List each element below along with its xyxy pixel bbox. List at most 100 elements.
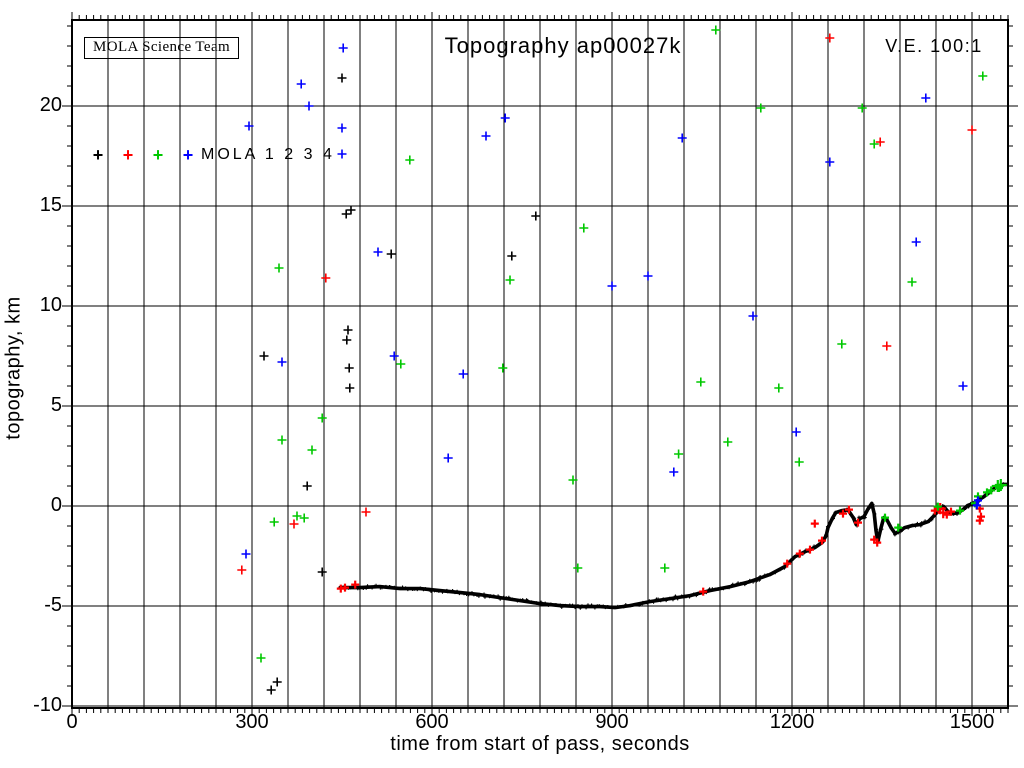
science-team-box: MOLA Science Team bbox=[84, 37, 240, 59]
track-shot-marker bbox=[831, 516, 835, 521]
track-shot-marker bbox=[927, 519, 932, 523]
track-shot-marker bbox=[833, 510, 837, 515]
y-tick-label: 0 bbox=[50, 494, 62, 516]
legend-label: MOLA 1 2 3 4 bbox=[201, 146, 335, 163]
track-shot-marker bbox=[731, 582, 735, 587]
track-shot-marker bbox=[754, 579, 758, 583]
plus-marker bbox=[723, 437, 733, 447]
plus-marker bbox=[711, 25, 721, 35]
track-shot-marker bbox=[429, 589, 433, 593]
plus-marker bbox=[699, 587, 708, 596]
plus-marker bbox=[911, 237, 921, 247]
plus-marker bbox=[302, 481, 312, 491]
track-shot-marker bbox=[871, 502, 875, 507]
y-tick-label: 20 bbox=[39, 94, 62, 116]
track-shot-marker bbox=[423, 587, 428, 591]
plus-marker bbox=[660, 563, 670, 573]
track-shot-marker bbox=[901, 526, 906, 530]
track-shot-marker bbox=[365, 584, 370, 588]
plus-marker bbox=[810, 519, 819, 528]
track-shot-marker bbox=[529, 600, 534, 604]
track-shot-marker bbox=[687, 595, 692, 599]
plus-marker bbox=[289, 519, 299, 529]
track-shot-marker bbox=[863, 515, 867, 520]
track-shot-marker bbox=[560, 605, 564, 609]
x-tick-label: 1500 bbox=[949, 711, 995, 733]
track-shot-marker bbox=[440, 590, 445, 594]
track-shot-marker bbox=[857, 515, 861, 519]
plus-marker bbox=[296, 79, 306, 89]
plus-marker bbox=[845, 505, 853, 514]
track-shot-marker bbox=[923, 519, 927, 523]
track-shot-marker bbox=[573, 605, 577, 610]
track-shot-marker bbox=[415, 587, 419, 592]
plus-marker bbox=[854, 518, 862, 527]
track-shot-marker bbox=[526, 598, 530, 603]
track-shot-marker bbox=[498, 597, 502, 601]
track-shot-marker bbox=[597, 604, 601, 608]
plus-marker bbox=[507, 251, 517, 261]
y-tick-label: 10 bbox=[39, 294, 62, 316]
track-shot-marker bbox=[427, 587, 431, 592]
plus-marker bbox=[756, 103, 766, 113]
track-shot-marker bbox=[929, 518, 934, 522]
plus-marker bbox=[947, 507, 955, 516]
track-shot-marker bbox=[874, 527, 879, 531]
plus-marker bbox=[987, 486, 996, 495]
track-shot-marker bbox=[675, 596, 680, 601]
track-shot-marker bbox=[462, 591, 466, 596]
track-shot-marker bbox=[900, 528, 905, 532]
track-shot-marker bbox=[920, 521, 924, 525]
track-shot-marker bbox=[370, 586, 374, 590]
x-axis-label: time from start of pass, seconds bbox=[390, 733, 690, 755]
track-shot-marker bbox=[716, 587, 721, 591]
track-shot-marker bbox=[558, 603, 562, 607]
plus-marker-mola4-icon: + bbox=[182, 145, 194, 165]
plus-marker bbox=[573, 563, 583, 573]
page-title: Topography ap00027k bbox=[444, 33, 682, 58]
plus-marker bbox=[995, 484, 1003, 492]
track-shot-marker bbox=[576, 604, 580, 608]
plus-marker bbox=[794, 457, 804, 467]
track-shot-marker bbox=[671, 597, 675, 602]
plus-marker bbox=[674, 449, 684, 459]
track-shot-marker bbox=[867, 506, 872, 510]
plus-marker bbox=[882, 341, 892, 351]
y-axis-label: topography, km bbox=[2, 296, 25, 440]
plus-marker bbox=[837, 339, 847, 349]
track-shot-marker bbox=[455, 589, 459, 594]
plus-marker bbox=[274, 263, 284, 273]
track-shot-marker bbox=[721, 586, 726, 591]
plus-marker bbox=[338, 43, 348, 53]
track-shot-marker bbox=[757, 578, 761, 582]
track-shot-marker bbox=[635, 602, 639, 606]
track-shot-marker bbox=[743, 582, 747, 587]
x-tick-label: 0 bbox=[66, 711, 78, 733]
track-shot-marker bbox=[472, 592, 476, 597]
track-shot-marker bbox=[515, 599, 520, 603]
track-shot-marker bbox=[879, 527, 884, 531]
track-shot-marker bbox=[482, 592, 486, 596]
track-shot-marker bbox=[421, 587, 426, 592]
track-shot-marker bbox=[668, 596, 672, 601]
track-shot-marker bbox=[812, 544, 816, 548]
track-shot-marker bbox=[364, 586, 368, 590]
plus-marker bbox=[942, 510, 951, 519]
track-shot-marker bbox=[477, 594, 481, 598]
plus-marker bbox=[345, 383, 355, 393]
plus-marker bbox=[344, 363, 354, 373]
track-shot-marker bbox=[779, 567, 783, 571]
track-shot-marker bbox=[603, 605, 608, 610]
track-shot-marker bbox=[852, 516, 857, 520]
track-shot-marker bbox=[549, 602, 553, 606]
track-shot-marker bbox=[437, 589, 441, 593]
plus-marker bbox=[956, 506, 964, 515]
plus-marker bbox=[277, 357, 287, 367]
plus-marker bbox=[607, 281, 617, 291]
plus-marker bbox=[857, 103, 867, 113]
plus-marker bbox=[568, 475, 578, 485]
track-shot-marker bbox=[435, 588, 439, 593]
track-shot-marker bbox=[906, 526, 910, 530]
x-tick-label: 300 bbox=[235, 711, 269, 733]
